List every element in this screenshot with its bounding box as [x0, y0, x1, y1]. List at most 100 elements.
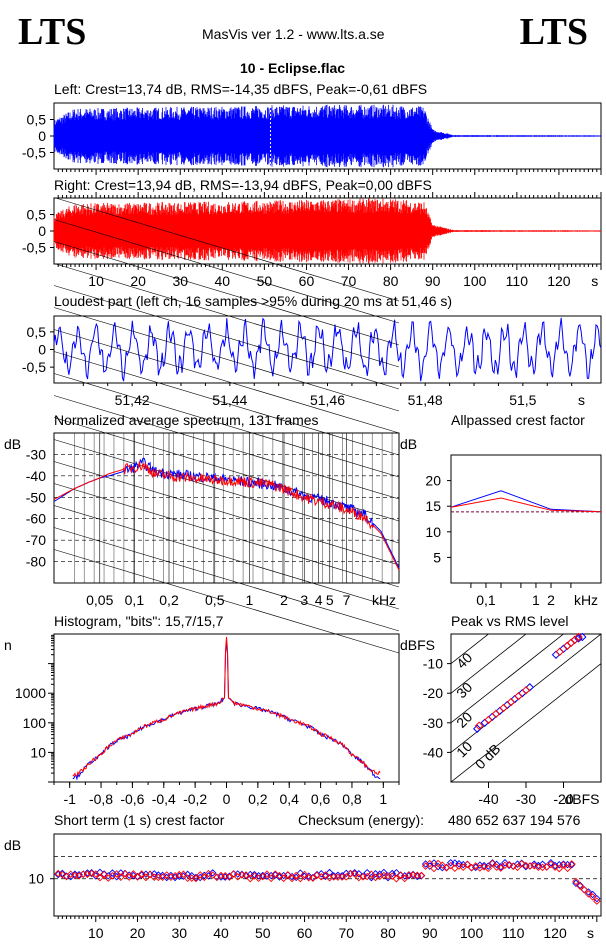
right_waveform-xtick-label: 30	[172, 273, 188, 289]
pvr-point-right	[491, 709, 501, 719]
pvr-diagonal	[451, 663, 601, 782]
crest-xtick-label: 20	[130, 925, 146, 941]
crest-xtick-label: 70	[339, 925, 355, 941]
crest-point-right	[584, 890, 593, 898]
crest-point-right	[367, 870, 376, 878]
crest-point-right	[175, 870, 184, 879]
crest-point-right	[229, 870, 238, 878]
pvr-ytick-label: -10	[423, 656, 443, 672]
crest-xtick-label: 40	[213, 925, 229, 941]
histogram-xtick-label: 0,8	[342, 791, 362, 807]
histogram-ylabel: n	[4, 637, 12, 653]
histogram-xtick-label: 1	[379, 791, 387, 807]
loudest-xtick-label: s	[578, 392, 585, 408]
pvr-point-right	[484, 715, 493, 725]
histogram-series-left	[72, 640, 381, 781]
crest-point-right	[267, 874, 275, 883]
histogram-ytick-label: 10	[30, 744, 46, 760]
spectrum-slope-line	[53, 483, 400, 588]
crest-point-right	[142, 873, 150, 882]
crest-point-right	[396, 871, 405, 879]
spectrum-xtick-label: 5	[326, 592, 334, 608]
left_waveform-ytick-label: 0,5	[27, 112, 47, 128]
crest-xtick-label: 100	[460, 925, 484, 941]
crest-point-right	[580, 886, 589, 894]
loudest-frame	[53, 315, 602, 384]
allpass-ylabel: dB	[400, 436, 417, 452]
crest-ytick-label: 10	[28, 871, 44, 887]
crest-point-right	[426, 859, 434, 868]
pvr-diagonal-label: 0 dB	[472, 741, 504, 773]
right_waveform-xtick-label: 110	[506, 273, 529, 289]
allpass-series-right	[450, 497, 602, 513]
crest-point-right	[150, 873, 158, 882]
spectrum-ytick-label: -60	[26, 511, 46, 527]
allpass-ytick-label: 5	[433, 549, 441, 565]
spectrum-ytick-label: -40	[26, 468, 46, 484]
crest-point-right	[133, 873, 142, 881]
allpass-ytick-label: 10	[425, 524, 441, 540]
loudest-xtick-label: 51,44	[212, 392, 247, 408]
pvr-point-right	[521, 685, 531, 695]
crest-point-right	[488, 859, 497, 868]
crest-xtick-label: 30	[171, 925, 187, 941]
spectrum-xtick-label: 4	[315, 592, 323, 608]
pvr-point-right	[474, 721, 484, 731]
spectrum-xtick-label: 0,2	[159, 592, 179, 608]
loudest-ytick-label: 0,5	[27, 324, 47, 340]
left-panel-title: Left: Crest=13,74 dB, RMS=-14,35 dBFS, P…	[54, 81, 428, 97]
crest-point-left	[568, 860, 576, 869]
app-subtitle: MasVis ver 1.2 - www.lts.a.se	[202, 26, 385, 42]
allpass-series-left	[450, 490, 602, 513]
crest-frame	[53, 833, 602, 917]
right_waveform-xtick-label: 70	[341, 273, 357, 289]
right_waveform-xtick-label: 10	[88, 273, 104, 289]
crest-point-right	[238, 871, 246, 879]
pvr-ylabel: dBFS	[400, 637, 435, 653]
loudest-xtick-label: 51,46	[310, 392, 345, 408]
pvr-xlabel: dBFS	[564, 791, 599, 807]
left_waveform-ytick-label: 0	[38, 128, 46, 144]
crest-xtick-label: 90	[422, 925, 438, 941]
crest-point-right	[146, 870, 154, 879]
allpass-xtick-label: 2	[547, 592, 555, 608]
crest-point-right	[200, 873, 209, 882]
crest-point-right	[413, 871, 422, 880]
histogram-series-right	[72, 636, 381, 777]
spectrum-slope-line	[53, 417, 400, 522]
crest-point-right	[430, 864, 438, 873]
crest-point-right	[555, 864, 563, 873]
spectrum-slope-line	[53, 219, 400, 324]
crest-point-left	[547, 859, 555, 867]
crest-point-right	[350, 870, 359, 878]
spectrum-series-right	[53, 461, 400, 571]
crest-point-right	[588, 893, 597, 901]
crest-point-right	[559, 861, 568, 869]
crest-point-right	[459, 863, 467, 872]
spectrum-panel-title: Normalized average spectrum, 131 frames	[54, 412, 319, 428]
spectrum-xtick-label: 7	[343, 592, 351, 608]
crest-xtick-label: 110	[502, 925, 525, 941]
crest-point-right	[158, 873, 167, 882]
crest-point-right	[534, 863, 543, 871]
crest-point-right	[572, 877, 580, 886]
spectrum-ytick-label: -80	[26, 554, 46, 570]
right_waveform-xtick-label: 100	[463, 273, 487, 289]
crest-panel-title: Short term (1 s) crest factor	[54, 812, 225, 828]
spectrum-xtick-label: 0,5	[205, 592, 225, 608]
spectrum-slope-line	[53, 549, 400, 654]
pvr-diagonal-label: 30	[453, 679, 475, 701]
crest-point-right	[409, 871, 417, 879]
crest-point-left	[421, 860, 430, 868]
histogram-ytick-label: 1000	[15, 685, 46, 701]
loudest-series-left	[53, 317, 602, 382]
crest-point-right	[263, 870, 271, 878]
crest-point-right	[568, 860, 576, 868]
histogram-panel-title: Histogram, "bits": 15,7/15,7	[54, 613, 224, 629]
spectrum-xtick-label: kHz	[372, 592, 396, 608]
spectrum-frame	[53, 432, 400, 584]
histogram-xtick-label: -0,4	[152, 791, 176, 807]
logo-left: LTS	[18, 11, 87, 53]
crest-point-right	[188, 874, 196, 882]
crest-point-right	[179, 870, 188, 878]
